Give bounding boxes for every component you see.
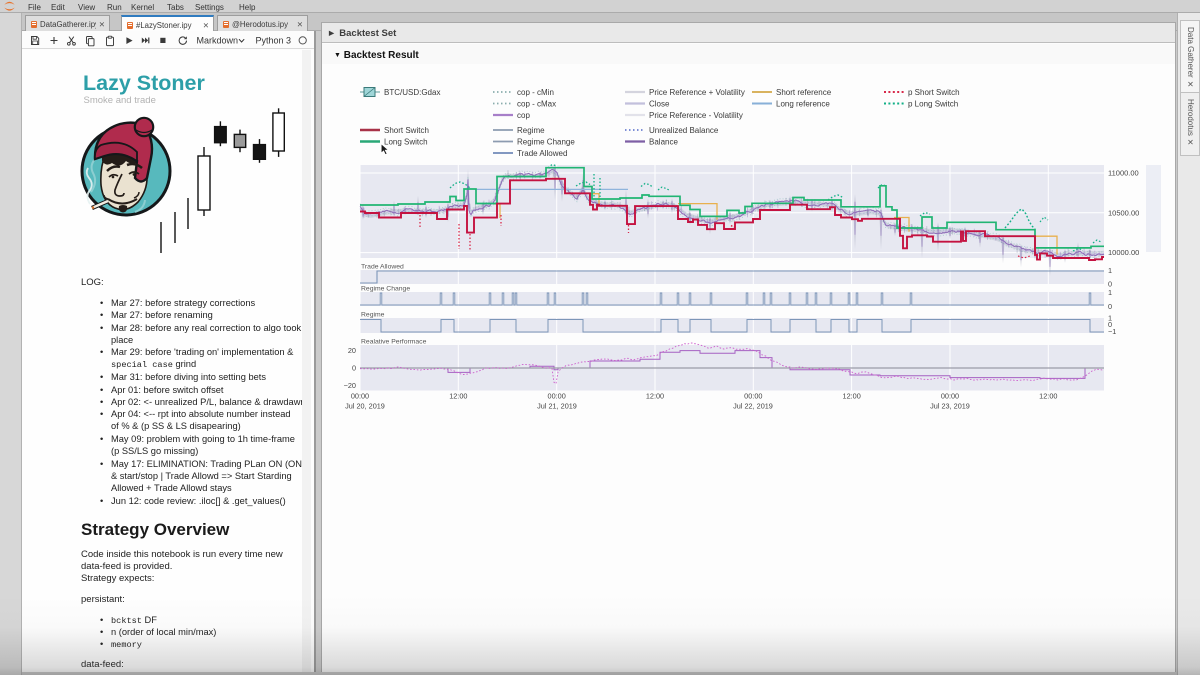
svg-text:Short reference: Short reference <box>776 88 832 97</box>
svg-text:Jul 22, 2019: Jul 22, 2019 <box>733 402 773 411</box>
svg-text:0: 0 <box>1108 320 1112 329</box>
svg-text:1: 1 <box>1108 266 1112 275</box>
svg-text:Regime: Regime <box>517 126 545 135</box>
svg-text:Jul 23, 2019: Jul 23, 2019 <box>930 402 970 411</box>
svg-text:1: 1 <box>1108 314 1112 323</box>
svg-text:Trade Allowed: Trade Allowed <box>517 149 567 158</box>
svg-text:cop - cMin: cop - cMin <box>517 88 554 97</box>
svg-text:Close: Close <box>649 99 670 108</box>
svg-text:Regime: Regime <box>361 312 385 319</box>
svg-text:Jul 20, 2019: Jul 20, 2019 <box>345 402 385 411</box>
svg-text:0: 0 <box>1108 302 1112 311</box>
svg-text:11000.00: 11000.00 <box>1108 169 1139 178</box>
svg-text:00:00: 00:00 <box>941 392 959 401</box>
svg-text:Price Reference - Volatility: Price Reference - Volatility <box>649 111 743 120</box>
svg-text:0: 0 <box>1108 280 1112 289</box>
svg-text:Balance: Balance <box>649 137 678 146</box>
svg-text:12:00: 12:00 <box>1039 392 1057 401</box>
svg-text:Python 3: Python 3 <box>256 35 292 45</box>
svg-text:Regime Change: Regime Change <box>361 286 410 293</box>
svg-text:Realative Performace: Realative Performace <box>361 339 427 346</box>
svg-text:BTC/USD:Gdax: BTC/USD:Gdax <box>384 88 440 97</box>
svg-text:Short Switch: Short Switch <box>384 126 429 135</box>
svg-text:20: 20 <box>348 346 356 355</box>
svg-text:12:00: 12:00 <box>646 392 664 401</box>
svg-text:00:00: 00:00 <box>744 392 762 401</box>
svg-text:Markdown: Markdown <box>197 35 239 45</box>
svg-text:p Long Switch: p Long Switch <box>908 99 958 108</box>
svg-text:Long reference: Long reference <box>776 99 830 108</box>
svg-text:Trade Allowed: Trade Allowed <box>361 264 404 271</box>
svg-text:10500.00: 10500.00 <box>1108 208 1139 217</box>
svg-text:−20: −20 <box>344 381 356 390</box>
svg-text:Regime Change: Regime Change <box>517 137 575 146</box>
svg-text:00:00: 00:00 <box>548 392 566 401</box>
svg-text:−1: −1 <box>1108 327 1116 336</box>
svg-text:00:00: 00:00 <box>351 392 369 401</box>
svg-text:1: 1 <box>1108 288 1112 297</box>
svg-text:Long Switch: Long Switch <box>384 137 428 146</box>
svg-text:Jul 21, 2019: Jul 21, 2019 <box>537 402 577 411</box>
svg-text:12:00: 12:00 <box>843 392 861 401</box>
svg-text:10000.00: 10000.00 <box>1108 248 1139 257</box>
svg-text:0: 0 <box>352 364 356 373</box>
svg-text:p Short Switch: p Short Switch <box>908 88 960 97</box>
svg-text:Unrealized Balance: Unrealized Balance <box>649 126 719 135</box>
svg-text:cop - cMax: cop - cMax <box>517 99 556 108</box>
svg-text:cop: cop <box>517 111 530 120</box>
svg-text:Price Reference + Volatility: Price Reference + Volatility <box>649 88 745 97</box>
svg-text:12:00: 12:00 <box>449 392 467 401</box>
